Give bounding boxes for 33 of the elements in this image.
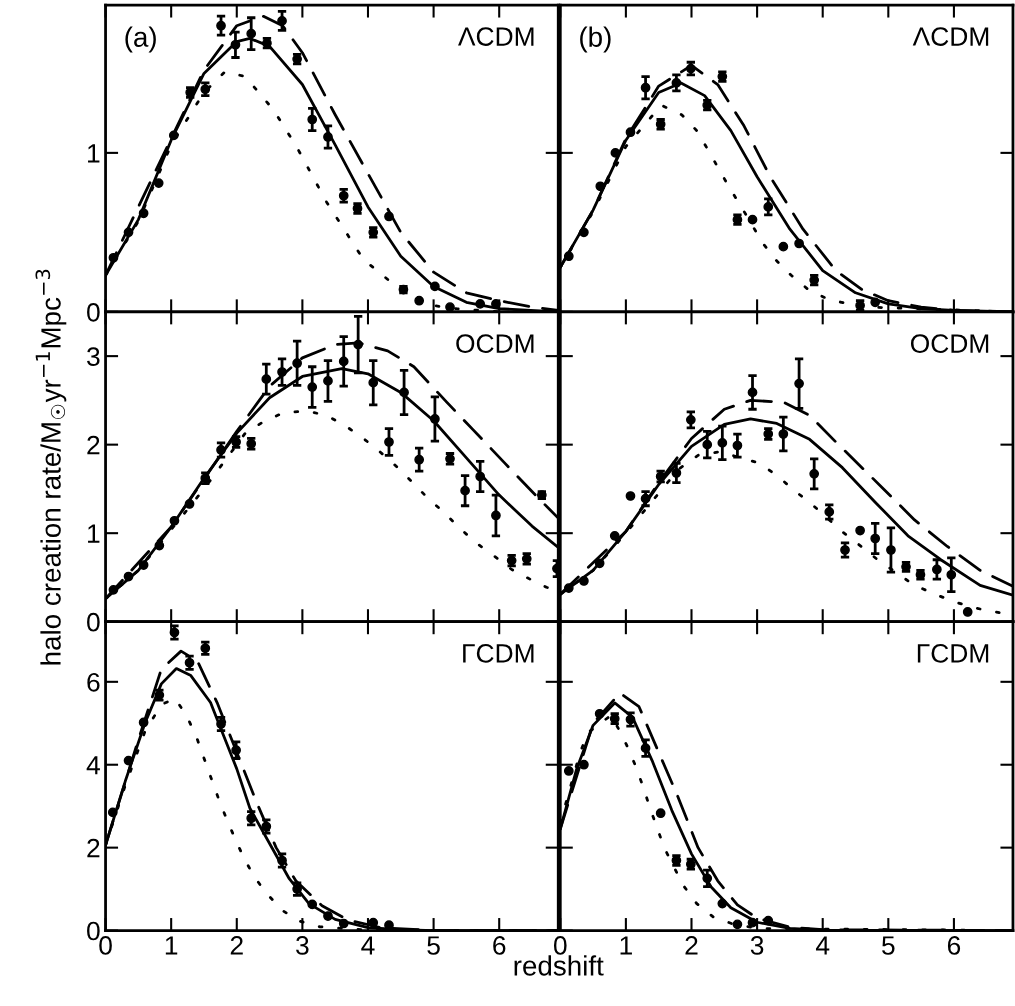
y-tick-label: 6 xyxy=(87,672,100,692)
y-tick-label: 0 xyxy=(87,612,100,632)
annotation: ΛCDM xyxy=(458,27,534,46)
y-tick-label: 3 xyxy=(87,347,100,366)
annotation: (a) xyxy=(125,26,156,53)
y-tick-label: 1 xyxy=(88,524,100,543)
x-tick-label: 6 xyxy=(947,936,961,955)
annotation: OCDM xyxy=(456,334,534,353)
x-tick-label: 3 xyxy=(296,936,309,955)
x-tick-label: 0 xyxy=(553,936,567,955)
x-tick-label: 4 xyxy=(361,936,375,955)
x-tick-label: 1 xyxy=(165,936,178,955)
y-tick-label: 0 xyxy=(87,921,100,941)
y-tick-label: 0 xyxy=(87,302,100,322)
x-tick-label: 2 xyxy=(685,936,698,955)
annotation: OCDM xyxy=(910,334,989,353)
y-axis-title: halo creation rate/M$_{☉}$yr$^{−1}$Mpc$^{−3}$ xyxy=(35,269,67,665)
y-tick-label: 4 xyxy=(86,756,100,775)
x-tick-label: 2 xyxy=(230,936,243,955)
x-tick-label: 5 xyxy=(427,936,440,955)
y-tick-label: 1 xyxy=(88,144,100,163)
x-tick-label: 6 xyxy=(493,936,506,955)
y-tick-label: 2 xyxy=(87,435,100,455)
annotation: ΓCDM xyxy=(917,644,989,663)
x-tick-label: 5 xyxy=(882,936,895,955)
annotation: ΓCDM xyxy=(463,644,534,663)
x-tick-label: 1 xyxy=(620,936,632,955)
x-axis-title: redshift xyxy=(514,955,604,976)
annotation: (b) xyxy=(580,26,611,53)
y-tick-label: 2 xyxy=(87,838,100,858)
x-tick-label: 4 xyxy=(815,936,830,955)
annotation: ΛCDM xyxy=(912,27,989,46)
x-tick-label: 3 xyxy=(750,936,764,955)
